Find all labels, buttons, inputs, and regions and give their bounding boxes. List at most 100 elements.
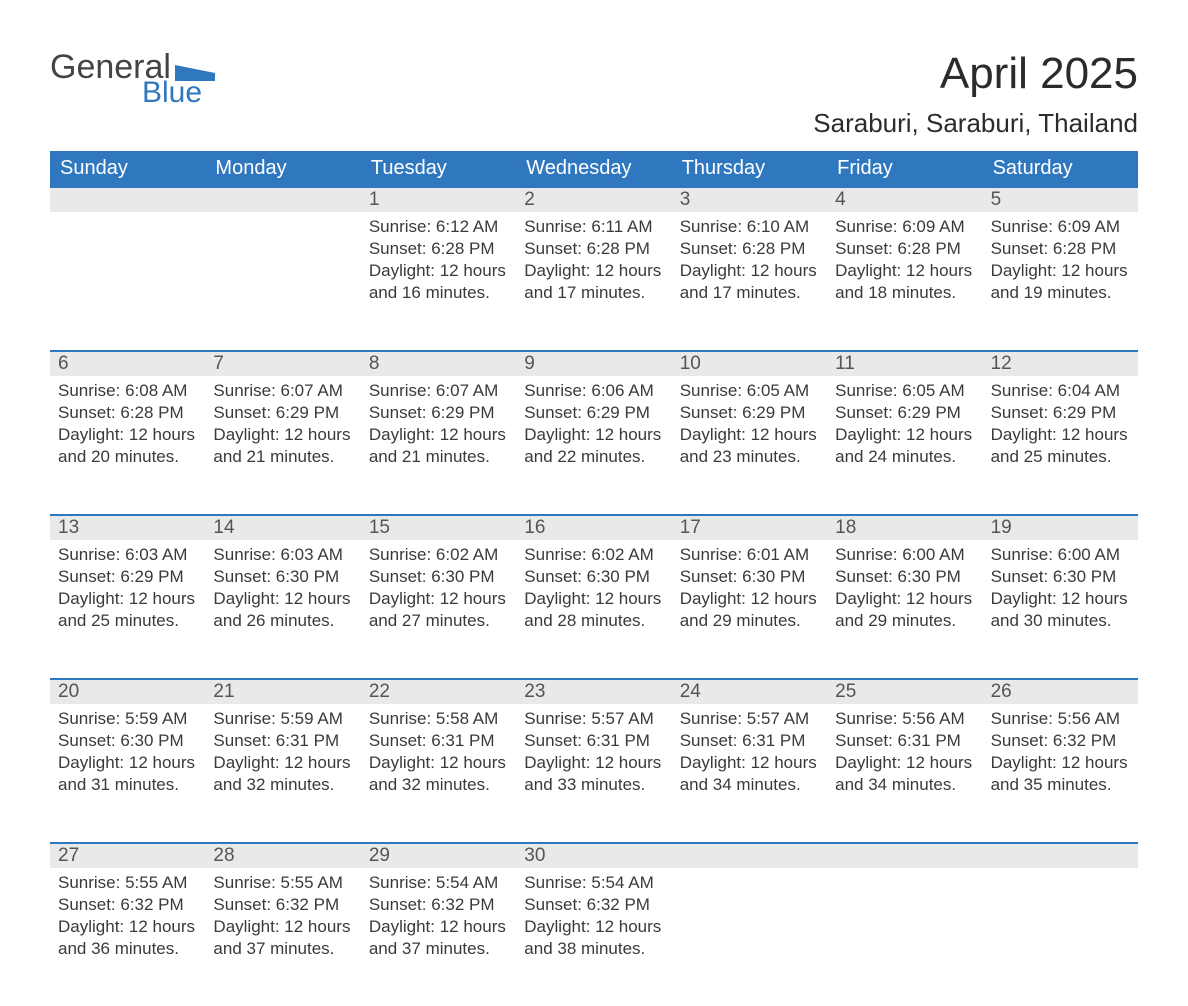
daylight-text-2: and 25 minutes.	[58, 610, 197, 632]
daylight-text-2: and 17 minutes.	[524, 282, 663, 304]
sunset-text: Sunset: 6:32 PM	[58, 894, 197, 916]
daylight-text: Daylight: 12 hours	[58, 424, 197, 446]
sunrise-text: Sunrise: 6:07 AM	[369, 380, 508, 402]
daynum-row: 6789101112	[50, 350, 1138, 376]
day-cell: Sunrise: 6:00 AMSunset: 6:30 PMDaylight:…	[827, 540, 982, 678]
day-cell: Sunrise: 5:55 AMSunset: 6:32 PMDaylight:…	[50, 868, 205, 1006]
day-number: 1	[361, 188, 516, 212]
day-number: 8	[361, 352, 516, 376]
day-number: 11	[827, 352, 982, 376]
day-cell	[205, 212, 360, 350]
day-number: 25	[827, 680, 982, 704]
daylight-text-2: and 25 minutes.	[991, 446, 1130, 468]
weekday-header: SundayMondayTuesdayWednesdayThursdayFrid…	[50, 151, 1138, 188]
daylight-text: Daylight: 12 hours	[680, 588, 819, 610]
header: General Blue April 2025 Saraburi, Sarabu…	[50, 50, 1138, 139]
sunset-text: Sunset: 6:31 PM	[524, 730, 663, 752]
sunset-text: Sunset: 6:30 PM	[58, 730, 197, 752]
day-number: 20	[50, 680, 205, 704]
sunrise-text: Sunrise: 6:00 AM	[991, 544, 1130, 566]
sunrise-text: Sunrise: 6:02 AM	[524, 544, 663, 566]
daylight-text: Daylight: 12 hours	[524, 424, 663, 446]
daylight-text: Daylight: 12 hours	[524, 916, 663, 938]
week-row: Sunrise: 6:08 AMSunset: 6:28 PMDaylight:…	[50, 376, 1138, 514]
sunrise-text: Sunrise: 5:55 AM	[213, 872, 352, 894]
day-number: 18	[827, 516, 982, 540]
sunrise-text: Sunrise: 5:59 AM	[58, 708, 197, 730]
day-cell	[983, 868, 1138, 1006]
day-number: 21	[205, 680, 360, 704]
day-number: 15	[361, 516, 516, 540]
daylight-text-2: and 19 minutes.	[991, 282, 1130, 304]
daylight-text-2: and 21 minutes.	[213, 446, 352, 468]
daylight-text-2: and 16 minutes.	[369, 282, 508, 304]
day-cell: Sunrise: 5:54 AMSunset: 6:32 PMDaylight:…	[516, 868, 671, 1006]
day-cell: Sunrise: 5:54 AMSunset: 6:32 PMDaylight:…	[361, 868, 516, 1006]
daylight-text: Daylight: 12 hours	[369, 752, 508, 774]
weekday-label: Tuesday	[361, 151, 516, 188]
sunrise-text: Sunrise: 6:03 AM	[213, 544, 352, 566]
daylight-text-2: and 27 minutes.	[369, 610, 508, 632]
sunrise-text: Sunrise: 6:11 AM	[524, 216, 663, 238]
sunrise-text: Sunrise: 5:56 AM	[991, 708, 1130, 730]
sunrise-text: Sunrise: 5:54 AM	[369, 872, 508, 894]
daylight-text-2: and 30 minutes.	[991, 610, 1130, 632]
day-number: 4	[827, 188, 982, 212]
sunset-text: Sunset: 6:32 PM	[991, 730, 1130, 752]
daylight-text-2: and 26 minutes.	[213, 610, 352, 632]
day-cell: Sunrise: 6:09 AMSunset: 6:28 PMDaylight:…	[827, 212, 982, 350]
day-number: 14	[205, 516, 360, 540]
sunrise-text: Sunrise: 6:12 AM	[369, 216, 508, 238]
daylight-text-2: and 21 minutes.	[369, 446, 508, 468]
day-cell: Sunrise: 6:10 AMSunset: 6:28 PMDaylight:…	[672, 212, 827, 350]
day-number: 13	[50, 516, 205, 540]
sunset-text: Sunset: 6:31 PM	[680, 730, 819, 752]
daylight-text-2: and 23 minutes.	[680, 446, 819, 468]
daylight-text: Daylight: 12 hours	[680, 752, 819, 774]
sunrise-text: Sunrise: 6:02 AM	[369, 544, 508, 566]
daylight-text: Daylight: 12 hours	[213, 424, 352, 446]
day-number: 26	[983, 680, 1138, 704]
sunset-text: Sunset: 6:30 PM	[369, 566, 508, 588]
sunset-text: Sunset: 6:28 PM	[58, 402, 197, 424]
day-number: 17	[672, 516, 827, 540]
week-row: Sunrise: 6:12 AMSunset: 6:28 PMDaylight:…	[50, 212, 1138, 350]
day-number: 16	[516, 516, 671, 540]
daylight-text: Daylight: 12 hours	[524, 588, 663, 610]
logo-text-blue: Blue	[142, 78, 215, 108]
day-number: 28	[205, 844, 360, 868]
sunset-text: Sunset: 6:30 PM	[524, 566, 663, 588]
day-cell: Sunrise: 5:56 AMSunset: 6:31 PMDaylight:…	[827, 704, 982, 842]
weekday-label: Sunday	[50, 151, 205, 188]
sunrise-text: Sunrise: 5:57 AM	[680, 708, 819, 730]
daylight-text: Daylight: 12 hours	[369, 588, 508, 610]
location-text: Saraburi, Saraburi, Thailand	[813, 108, 1138, 139]
week-row: Sunrise: 5:59 AMSunset: 6:30 PMDaylight:…	[50, 704, 1138, 842]
daylight-text-2: and 34 minutes.	[680, 774, 819, 796]
week-row: Sunrise: 6:03 AMSunset: 6:29 PMDaylight:…	[50, 540, 1138, 678]
day-number: 2	[516, 188, 671, 212]
daylight-text: Daylight: 12 hours	[213, 752, 352, 774]
sunrise-text: Sunrise: 6:07 AM	[213, 380, 352, 402]
day-cell: Sunrise: 6:07 AMSunset: 6:29 PMDaylight:…	[361, 376, 516, 514]
daylight-text-2: and 31 minutes.	[58, 774, 197, 796]
daylight-text: Daylight: 12 hours	[213, 916, 352, 938]
sunset-text: Sunset: 6:32 PM	[369, 894, 508, 916]
day-cell: Sunrise: 6:07 AMSunset: 6:29 PMDaylight:…	[205, 376, 360, 514]
daylight-text: Daylight: 12 hours	[58, 588, 197, 610]
daylight-text: Daylight: 12 hours	[524, 260, 663, 282]
sunrise-text: Sunrise: 5:56 AM	[835, 708, 974, 730]
day-cell: Sunrise: 5:57 AMSunset: 6:31 PMDaylight:…	[516, 704, 671, 842]
daylight-text: Daylight: 12 hours	[58, 916, 197, 938]
daylight-text-2: and 20 minutes.	[58, 446, 197, 468]
daylight-text: Daylight: 12 hours	[369, 260, 508, 282]
sunset-text: Sunset: 6:29 PM	[680, 402, 819, 424]
day-number: 9	[516, 352, 671, 376]
sunrise-text: Sunrise: 5:59 AM	[213, 708, 352, 730]
daylight-text: Daylight: 12 hours	[991, 260, 1130, 282]
weekday-label: Saturday	[983, 151, 1138, 188]
daynum-row: 27282930	[50, 842, 1138, 868]
day-cell: Sunrise: 6:05 AMSunset: 6:29 PMDaylight:…	[827, 376, 982, 514]
sunset-text: Sunset: 6:31 PM	[835, 730, 974, 752]
calendar: SundayMondayTuesdayWednesdayThursdayFrid…	[50, 151, 1138, 1006]
